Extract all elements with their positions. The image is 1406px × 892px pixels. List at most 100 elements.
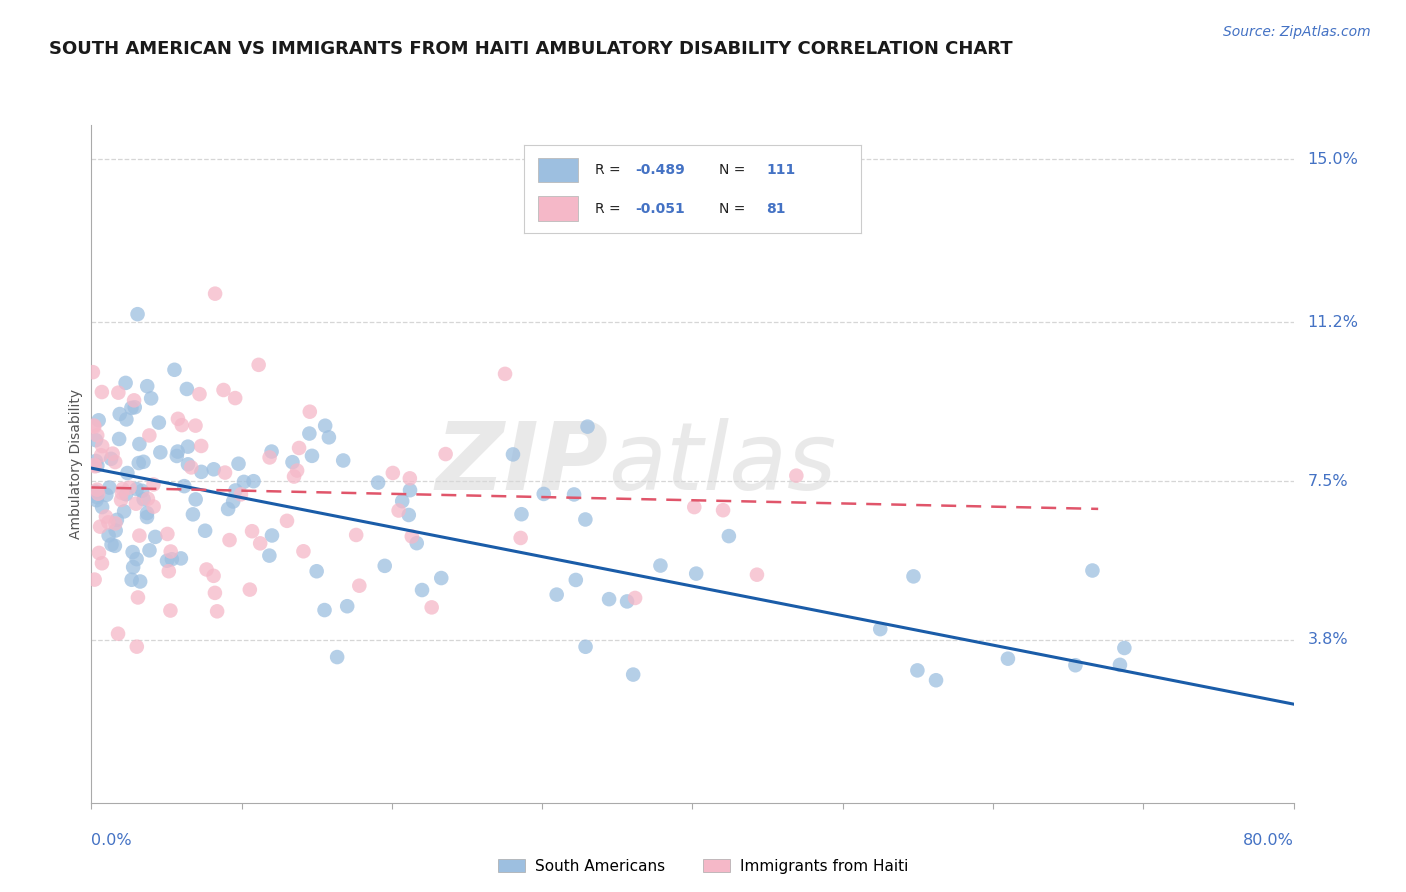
Point <box>298 426 321 441</box>
Point <box>125 482 148 496</box>
Point <box>683 500 706 514</box>
Point <box>143 530 166 544</box>
Point <box>138 428 160 442</box>
Point <box>129 574 152 589</box>
Point <box>204 286 226 301</box>
Text: atlas: atlas <box>609 418 837 509</box>
Point <box>121 545 143 559</box>
Point <box>565 573 588 587</box>
Point <box>298 405 321 419</box>
Point <box>139 392 162 406</box>
Point <box>869 622 891 636</box>
Text: 15.0%: 15.0% <box>1308 152 1358 167</box>
Point <box>997 651 1019 665</box>
Point <box>502 447 524 461</box>
Point <box>218 533 240 547</box>
Point <box>494 367 516 381</box>
Point <box>138 543 160 558</box>
Point <box>125 497 148 511</box>
Point <box>84 433 107 447</box>
Point <box>711 503 734 517</box>
Point <box>117 466 139 480</box>
Point <box>107 385 129 400</box>
Point <box>344 528 367 542</box>
Text: SOUTH AMERICAN VS IMMIGRANTS FROM HAITI AMBULATORY DISABILITY CORRELATION CHART: SOUTH AMERICAN VS IMMIGRANTS FROM HAITI … <box>49 40 1012 58</box>
Point <box>240 524 263 539</box>
Point <box>401 529 423 543</box>
Point <box>120 401 142 415</box>
Point <box>332 453 354 467</box>
Point <box>177 440 200 454</box>
Point <box>127 591 149 605</box>
Point <box>100 537 122 551</box>
Point <box>87 413 110 427</box>
Point <box>83 419 105 434</box>
Point <box>276 514 298 528</box>
Point <box>314 418 336 433</box>
Point <box>94 509 117 524</box>
Point <box>122 393 145 408</box>
Point <box>159 603 181 617</box>
Point <box>98 481 121 495</box>
Point <box>128 528 150 542</box>
Point <box>184 492 207 507</box>
Point <box>124 401 146 415</box>
Point <box>132 492 155 507</box>
Point <box>190 465 212 479</box>
Point <box>91 500 114 514</box>
Point <box>398 508 420 522</box>
Point <box>247 358 270 372</box>
Point <box>115 412 138 426</box>
Point <box>89 519 111 533</box>
Point <box>260 528 283 542</box>
Point <box>142 477 165 491</box>
Point <box>745 567 768 582</box>
Legend: South Americans, Immigrants from Haiti: South Americans, Immigrants from Haiti <box>492 853 914 880</box>
Point <box>110 493 132 508</box>
Point <box>260 444 283 458</box>
Point <box>785 468 807 483</box>
Point <box>90 448 112 462</box>
Point <box>156 527 179 541</box>
Point <box>621 667 644 681</box>
Point <box>283 469 305 483</box>
Point <box>104 455 127 469</box>
Point <box>430 571 453 585</box>
Point <box>118 481 141 495</box>
Point <box>318 430 340 444</box>
Point <box>166 449 188 463</box>
Point <box>184 418 207 433</box>
Point <box>166 444 188 458</box>
Point <box>205 604 228 618</box>
Point <box>177 458 200 472</box>
Point <box>136 510 159 524</box>
Point <box>181 508 204 522</box>
Point <box>1109 657 1132 672</box>
Point <box>222 494 245 508</box>
Point <box>170 551 193 566</box>
Point <box>229 487 252 501</box>
Point <box>398 471 420 485</box>
Point <box>546 588 568 602</box>
Point <box>111 482 134 496</box>
Point <box>411 582 433 597</box>
Point <box>685 566 707 581</box>
Point <box>122 560 145 574</box>
Point <box>905 664 928 678</box>
Point <box>170 418 193 433</box>
Point <box>128 437 150 451</box>
Point <box>83 418 105 433</box>
Point <box>180 460 202 475</box>
Point <box>136 379 159 393</box>
Point <box>249 536 271 550</box>
Point <box>399 483 422 498</box>
Point <box>159 544 181 558</box>
Point <box>204 586 226 600</box>
Text: 11.2%: 11.2% <box>1308 315 1358 330</box>
Point <box>97 528 120 542</box>
Point <box>128 456 150 470</box>
Point <box>87 486 110 500</box>
Point <box>326 650 349 665</box>
Point <box>259 549 281 563</box>
Point <box>391 494 413 508</box>
